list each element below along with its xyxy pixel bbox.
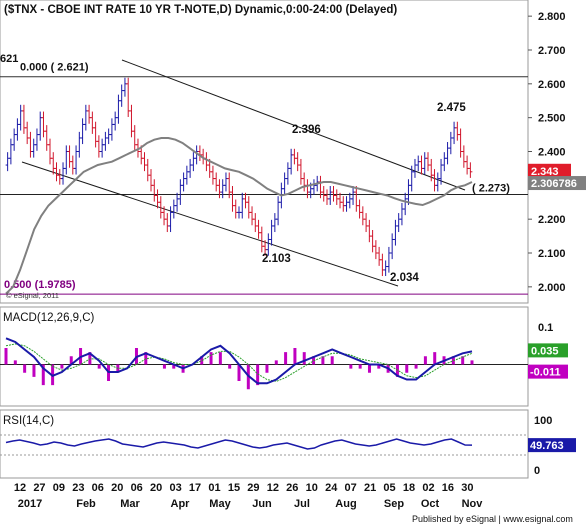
macd-line [5, 337, 473, 385]
macd-last-label: 0.035 [531, 345, 559, 357]
rsi-panel [0, 409, 529, 479]
rsi-label: RSI(14,C) [3, 415, 54, 427]
x-tick-label: 07 [345, 482, 357, 494]
x-month-label: May [209, 498, 231, 510]
candle [468, 162, 473, 178]
last-price-box [528, 163, 571, 178]
x-tick-label: 26 [286, 482, 298, 494]
fib-0-label: 0.000 ( 2.621) [20, 62, 89, 74]
y-tick-label: 2.500 [538, 113, 566, 125]
x-tick-label: 27 [33, 482, 45, 494]
price-panel [0, 0, 529, 304]
x-tick-label: 12 [267, 482, 279, 494]
x-tick-label: 10 [306, 482, 318, 494]
ma-line [5, 137, 473, 295]
macd-hist-last-box [528, 364, 568, 379]
support-line-label: ( 2.273) [472, 182, 510, 194]
x-tick-label: 03 [169, 482, 181, 494]
x-month-label: Sep [384, 498, 404, 510]
rsi-line [5, 438, 473, 450]
trend-line [21, 161, 399, 287]
x-month-label: Feb [76, 498, 96, 510]
y-tick-label: 2.400 [538, 147, 566, 159]
copyright-label: © eSignal, 2011 [6, 291, 59, 300]
macd-y-tick: 0.1 [538, 322, 553, 334]
ma-last-label: 2.306786 [531, 178, 577, 190]
x-tick-label: 21 [364, 482, 376, 494]
x-tick-label: 18 [403, 482, 415, 494]
x-month-label: Nov [462, 498, 484, 510]
footer-text: Published by eSignal | www.esignal.com [412, 514, 573, 524]
y-tick-label: 2.700 [538, 45, 566, 57]
macd-signal-line [5, 343, 473, 382]
x-tick-label: 23 [72, 482, 84, 494]
annotation-label: 2.396 [292, 124, 321, 136]
y-tick-label: 2.100 [538, 248, 566, 260]
annotation-label: 2.475 [437, 102, 466, 114]
x-tick-label: 06 [92, 482, 104, 494]
y-tick-label: 2.200 [538, 214, 566, 226]
trend-line [121, 59, 466, 191]
x-tick-label: 02 [422, 482, 434, 494]
x-month-label: Aug [335, 498, 356, 510]
x-tick-label: 05 [383, 482, 395, 494]
x-month-label: Mar [120, 498, 140, 510]
rsi-y-tick: 0 [534, 465, 540, 477]
x-tick-label: 12 [14, 482, 26, 494]
x-tick-label: 29 [247, 482, 259, 494]
x-tick-label: 01 [208, 482, 220, 494]
y-tick-label: 2.800 [538, 11, 566, 23]
y-tick-label: 2.000 [538, 282, 566, 294]
annotation-label: 2.103 [262, 253, 291, 265]
ma-last-box [528, 176, 586, 191]
macd-last-box [528, 343, 568, 358]
rsi-last-label: 49.763 [530, 440, 564, 452]
x-tick-label: 17 [189, 482, 201, 494]
macd-panel [0, 306, 529, 407]
x-tick-label: 15 [228, 482, 240, 494]
rsi-y-tick: 100 [534, 415, 552, 427]
x-month-label: Jul [294, 498, 310, 510]
x-month-label: Oct [421, 498, 440, 510]
macd-label: MACD(12,26,9,C) [3, 312, 95, 324]
x-tick-label: 06 [131, 482, 143, 494]
x-tick-label: 16 [442, 482, 454, 494]
x-month-label: Jun [252, 498, 272, 510]
x-tick-label: 30 [461, 482, 473, 494]
x-tick-label: 24 [325, 482, 338, 494]
x-month-label: Apr [171, 498, 191, 510]
chart-title: ($TNX - CBOE INT RATE 10 YR T-NOTE,D) Dy… [4, 4, 397, 16]
x-tick-label: 09 [53, 482, 65, 494]
macd-hist-last-label: -0.011 [530, 367, 561, 379]
annotation-label: 2.034 [390, 272, 419, 284]
x-month-label: 2017 [18, 498, 42, 510]
rsi-last-box [528, 438, 576, 453]
fib-50-label: 0.500 (1.9785) [4, 279, 76, 291]
x-tick-label: 20 [150, 482, 162, 494]
x-tick-label: 20 [111, 482, 123, 494]
left-edge-label: 621 [0, 53, 18, 65]
last-price-label: 2.343 [531, 166, 559, 178]
y-tick-label: 2.600 [538, 79, 566, 91]
